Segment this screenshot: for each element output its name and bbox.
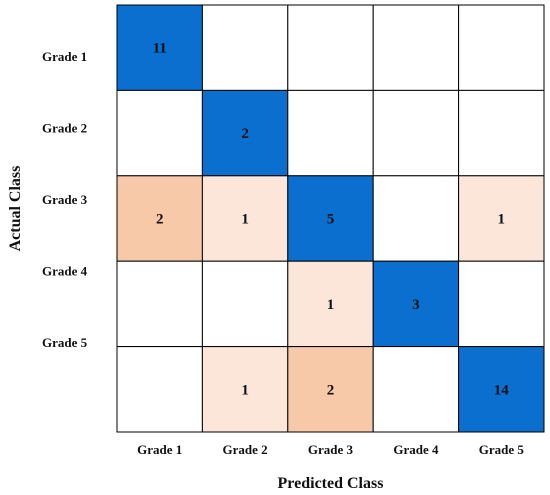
y-axis-tick-labels: Grade 1 Grade 2 Grade 3 Grade 4 Grade 5 — [42, 49, 88, 350]
cell-value-label: 14 — [494, 382, 510, 398]
matrix-cell — [116, 89, 203, 177]
y-tick-label: Grade 1 — [42, 49, 87, 64]
matrix-cells — [116, 4, 545, 433]
matrix-cell — [372, 346, 460, 433]
cell-value-label: 1 — [241, 212, 249, 228]
y-tick-label: Grade 4 — [42, 264, 88, 279]
matrix-cell — [287, 346, 374, 433]
cell-value-label: 1 — [241, 382, 249, 398]
y-tick-label: Grade 5 — [42, 335, 88, 350]
matrix-cell — [116, 260, 203, 348]
cell-value-label: 1 — [327, 297, 335, 313]
cell-value-label: 2 — [156, 212, 164, 228]
matrix-cell — [372, 89, 460, 177]
matrix-cell — [458, 260, 545, 348]
matrix-frame — [116, 4, 545, 433]
cell-value-label: 2 — [241, 126, 249, 142]
x-axis-title: Predicted Class — [278, 475, 384, 492]
matrix-cell — [287, 260, 374, 348]
x-axis-tick-labels: Grade 1 Grade 2 Grade 3 Grade 4 Grade 5 — [137, 442, 524, 457]
matrix-cell — [201, 260, 289, 348]
matrix-cell — [372, 4, 460, 91]
matrix-cell — [287, 175, 374, 262]
matrix-cell — [116, 346, 203, 433]
matrix-cell — [201, 4, 289, 91]
y-axis-title: Actual Class — [7, 166, 24, 252]
matrix-cell — [458, 89, 545, 177]
cell-value-label: 3 — [412, 297, 420, 313]
matrix-cell — [458, 4, 545, 91]
matrix-cell — [372, 175, 460, 262]
cell-value-label: 2 — [327, 382, 335, 398]
cell-value-label: 1 — [498, 212, 506, 228]
y-tick-label: Grade 2 — [42, 121, 87, 136]
matrix-cell — [287, 4, 374, 91]
matrix-cell — [201, 346, 289, 433]
y-tick-label: Grade 3 — [42, 192, 88, 207]
cell-value-label: 5 — [327, 212, 335, 228]
cell-value-label: 11 — [153, 41, 167, 57]
x-tick-label: Grade 1 — [137, 442, 182, 457]
x-tick-label: Grade 4 — [393, 442, 439, 457]
matrix-cell — [287, 89, 374, 177]
matrix-cell — [201, 175, 289, 262]
x-tick-label: Grade 5 — [479, 442, 525, 457]
matrix-cell — [372, 260, 460, 348]
x-tick-label: Grade 2 — [223, 442, 268, 457]
x-tick-label: Grade 3 — [308, 442, 354, 457]
matrix-cell — [116, 4, 203, 91]
matrix-cell — [458, 346, 545, 433]
